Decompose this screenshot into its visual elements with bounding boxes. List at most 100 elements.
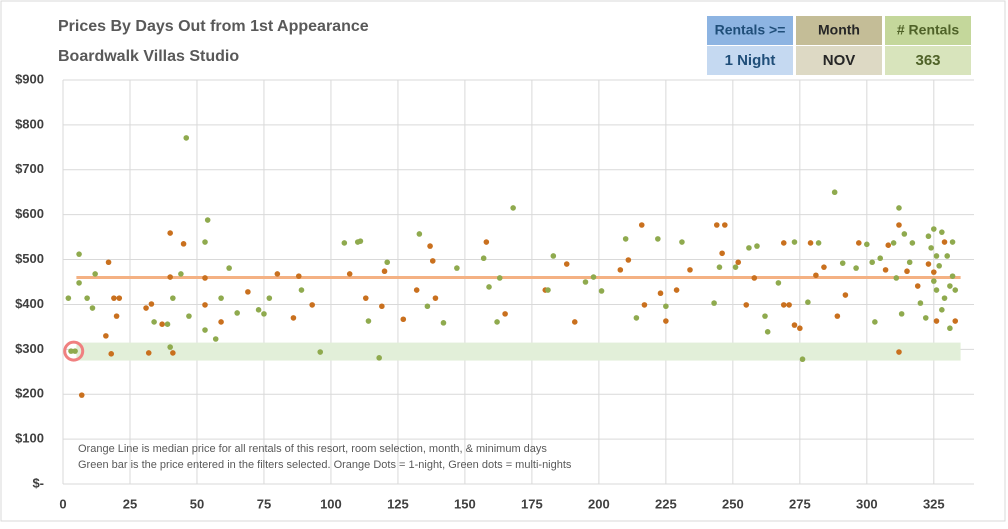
data-point	[893, 275, 900, 281]
data-point	[933, 287, 940, 293]
data-point	[226, 265, 232, 271]
data-point	[486, 284, 492, 290]
data-point	[164, 321, 171, 327]
data-point	[834, 313, 841, 319]
data-point	[917, 300, 924, 306]
filter-label: Rentals >=	[715, 22, 786, 38]
data-point	[890, 240, 897, 246]
y-tick-label: $200	[15, 386, 44, 401]
data-point	[673, 287, 680, 293]
data-point	[657, 290, 664, 297]
data-point	[116, 295, 123, 301]
data-point	[429, 258, 436, 264]
data-point	[111, 295, 117, 301]
y-tick-label: $800	[15, 116, 44, 131]
data-point	[931, 278, 937, 284]
data-point	[78, 392, 85, 398]
data-point	[113, 313, 120, 319]
data-point	[941, 295, 948, 301]
data-point	[496, 275, 503, 281]
data-point	[925, 233, 932, 240]
filter-value-box	[885, 46, 971, 75]
data-point	[939, 307, 945, 313]
data-point	[633, 315, 640, 321]
data-point	[797, 325, 803, 332]
data-point	[807, 240, 814, 246]
data-point	[413, 287, 420, 293]
data-point	[183, 135, 190, 141]
data-point	[952, 287, 959, 293]
data-point	[713, 222, 720, 228]
data-point	[839, 260, 846, 266]
data-point	[821, 264, 827, 270]
data-point	[869, 259, 875, 266]
data-point	[663, 318, 669, 324]
data-point	[384, 259, 391, 266]
data-point	[309, 302, 315, 308]
note: Green bar is the price entered in the fi…	[78, 459, 572, 471]
data-point	[105, 259, 112, 266]
data-point	[751, 275, 758, 281]
data-point	[853, 265, 859, 271]
x-tick-label: 175	[521, 496, 543, 511]
data-point	[202, 239, 208, 245]
data-point	[928, 245, 934, 251]
data-point	[679, 239, 685, 245]
data-point	[170, 295, 176, 301]
data-point	[914, 283, 921, 289]
y-tick-label: $900	[15, 71, 44, 86]
data-point	[494, 319, 500, 325]
data-point	[898, 311, 905, 317]
filter-header-box	[885, 16, 971, 45]
data-point	[108, 351, 115, 357]
data-point	[901, 231, 908, 237]
data-point	[944, 253, 951, 259]
data-point	[76, 251, 82, 257]
data-point	[590, 274, 597, 280]
y-tick-label: $100	[15, 431, 44, 446]
chart-title: Prices By Days Out from 1st Appearance	[58, 18, 369, 35]
data-point	[949, 239, 956, 245]
data-point	[655, 236, 661, 242]
filter-value: 1 Night	[725, 52, 776, 69]
data-point	[424, 303, 431, 310]
data-point	[719, 250, 725, 257]
data-point	[909, 240, 916, 246]
data-point	[202, 275, 208, 281]
data-point	[502, 311, 508, 317]
data-point	[931, 226, 937, 232]
filter-label: Month	[818, 22, 860, 38]
data-point	[245, 289, 251, 295]
data-point	[952, 318, 959, 324]
x-tick-label: 75	[257, 496, 271, 511]
data-point	[218, 295, 224, 301]
data-point	[922, 315, 929, 321]
data-point	[341, 240, 348, 246]
data-point	[864, 241, 870, 248]
data-point	[746, 245, 752, 251]
x-tick-label: 50	[190, 496, 204, 511]
data-point	[298, 287, 305, 293]
highlight-ring	[63, 340, 85, 362]
x-tick-label: 250	[722, 496, 744, 511]
y-tick-label: $-	[32, 475, 44, 490]
data-point	[72, 348, 78, 354]
data-point	[365, 318, 372, 324]
data-point	[641, 302, 648, 308]
data-point	[295, 273, 302, 279]
data-point	[791, 322, 798, 328]
filter-header-box	[707, 16, 793, 45]
data-point	[454, 265, 460, 271]
y-tick-label: $400	[15, 296, 44, 311]
data-point	[941, 239, 948, 245]
data-point	[186, 313, 192, 319]
filter-header-box	[796, 16, 882, 45]
data-point	[148, 301, 155, 307]
filter-value-box	[796, 46, 882, 75]
data-point	[167, 274, 173, 280]
filter-value: NOV	[823, 52, 856, 69]
data-point	[885, 242, 892, 248]
data-point	[170, 350, 176, 356]
x-tick-label: 275	[789, 496, 811, 511]
